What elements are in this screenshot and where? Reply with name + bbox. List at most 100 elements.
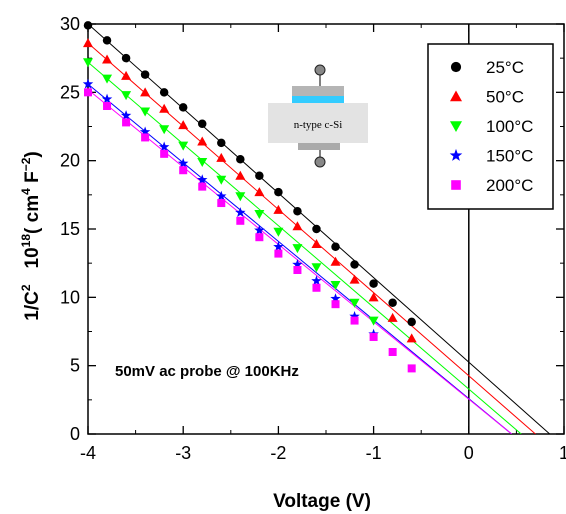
- data-point: [273, 204, 284, 214]
- data-point: [292, 244, 303, 254]
- data-point: [178, 141, 189, 151]
- data-point: [141, 133, 150, 142]
- y-tick-label: 5: [70, 356, 80, 376]
- data-point: [217, 138, 226, 148]
- data-point: [311, 239, 322, 249]
- data-point: [197, 119, 207, 129]
- data-point: [197, 136, 208, 146]
- data-point: [254, 187, 265, 197]
- data-point: [198, 182, 207, 191]
- y-axis-title-unit-close: ): [22, 151, 43, 157]
- data-point: [179, 166, 188, 175]
- data-point: [197, 158, 208, 168]
- x-tick-label: -1: [366, 443, 382, 463]
- data-point: [121, 70, 132, 80]
- data-point: [292, 259, 303, 269]
- data-point: [140, 70, 150, 79]
- y-tick-label: 25: [60, 82, 80, 102]
- legend-marker: [450, 121, 462, 132]
- data-point: [84, 88, 92, 97]
- y-axis-title-unit-mid: F: [22, 171, 43, 188]
- y-axis-title: 1/C2 1018( cm4 F−2): [19, 151, 43, 320]
- data-point: [330, 281, 341, 291]
- data-points: [82, 21, 417, 373]
- inset-top-contact: [292, 86, 344, 96]
- data-point: [368, 292, 379, 302]
- data-point: [331, 300, 340, 309]
- data-point: [216, 190, 227, 201]
- inset-substrate-label: n-type c-Si: [294, 119, 343, 131]
- data-point: [139, 126, 151, 137]
- data-point: [369, 332, 378, 341]
- legend-label: 200°C: [486, 176, 533, 195]
- data-point: [350, 260, 359, 269]
- data-point: [311, 263, 322, 273]
- data-point: [388, 298, 397, 308]
- inset-substrate: [268, 103, 368, 143]
- data-point: [330, 256, 341, 266]
- fit-line: [88, 61, 522, 434]
- data-point: [103, 102, 112, 110]
- data-point: [101, 93, 113, 104]
- data-point: [235, 192, 246, 202]
- y-axis-title-main-sup: 2: [19, 284, 33, 291]
- fit-line: [88, 89, 512, 434]
- data-point: [197, 174, 208, 185]
- y-tick-label: 10: [60, 287, 80, 307]
- data-point: [160, 149, 169, 158]
- data-point: [293, 266, 302, 274]
- data-point: [350, 316, 359, 325]
- y-tick-label: 20: [60, 151, 80, 171]
- x-tick-label: -3: [175, 443, 191, 463]
- data-point: [216, 152, 227, 162]
- data-point: [216, 175, 227, 185]
- legend-marker: [450, 61, 462, 73]
- data-point: [349, 310, 360, 321]
- legend-label: 100°C: [486, 117, 533, 136]
- data-point: [254, 224, 265, 235]
- inset-bottom-terminal: [314, 156, 326, 168]
- data-point: [331, 242, 340, 252]
- y-axis-title-main: 1/C: [22, 291, 43, 321]
- x-tick-label: 0: [464, 443, 474, 463]
- legend-label: 25°C: [486, 58, 524, 77]
- data-point: [330, 293, 341, 304]
- data-point: [217, 199, 226, 208]
- inset-top-terminal: [314, 64, 326, 76]
- data-point: [122, 118, 131, 127]
- x-tick-label: -4: [80, 443, 96, 463]
- legend-marker: [449, 148, 463, 161]
- inset-bottom-contact: [298, 143, 340, 150]
- data-point: [120, 110, 132, 121]
- data-point: [140, 87, 151, 97]
- data-point: [121, 53, 131, 63]
- legend: 25°C 50°C 100°C 150°C 200°C: [427, 43, 554, 210]
- data-point: [82, 78, 94, 89]
- data-point: [406, 333, 417, 343]
- data-point: [407, 317, 416, 327]
- legend-label: 50°C: [486, 88, 524, 107]
- data-point: [178, 120, 189, 130]
- legend-marker: [451, 180, 461, 190]
- y-tick-label: 15: [60, 219, 80, 239]
- data-point: [235, 170, 246, 180]
- y-tick-label: 0: [70, 424, 80, 444]
- x-axis-title: Voltage (V): [273, 491, 371, 512]
- y-axis-title-factor: 10: [22, 247, 43, 268]
- data-point: [388, 348, 397, 356]
- data-point: [273, 241, 284, 252]
- data-point: [368, 316, 379, 326]
- inset-blue-layer: [292, 96, 344, 103]
- data-point: [83, 21, 93, 30]
- data-point: [121, 91, 132, 101]
- data-point: [236, 155, 245, 164]
- fit-line: [88, 83, 512, 434]
- data-point: [102, 36, 112, 45]
- x-tick-label: 1: [559, 443, 566, 463]
- y-tick-label: 30: [60, 14, 80, 34]
- data-point: [83, 58, 93, 68]
- data-point: [312, 283, 321, 292]
- data-point: [349, 298, 360, 308]
